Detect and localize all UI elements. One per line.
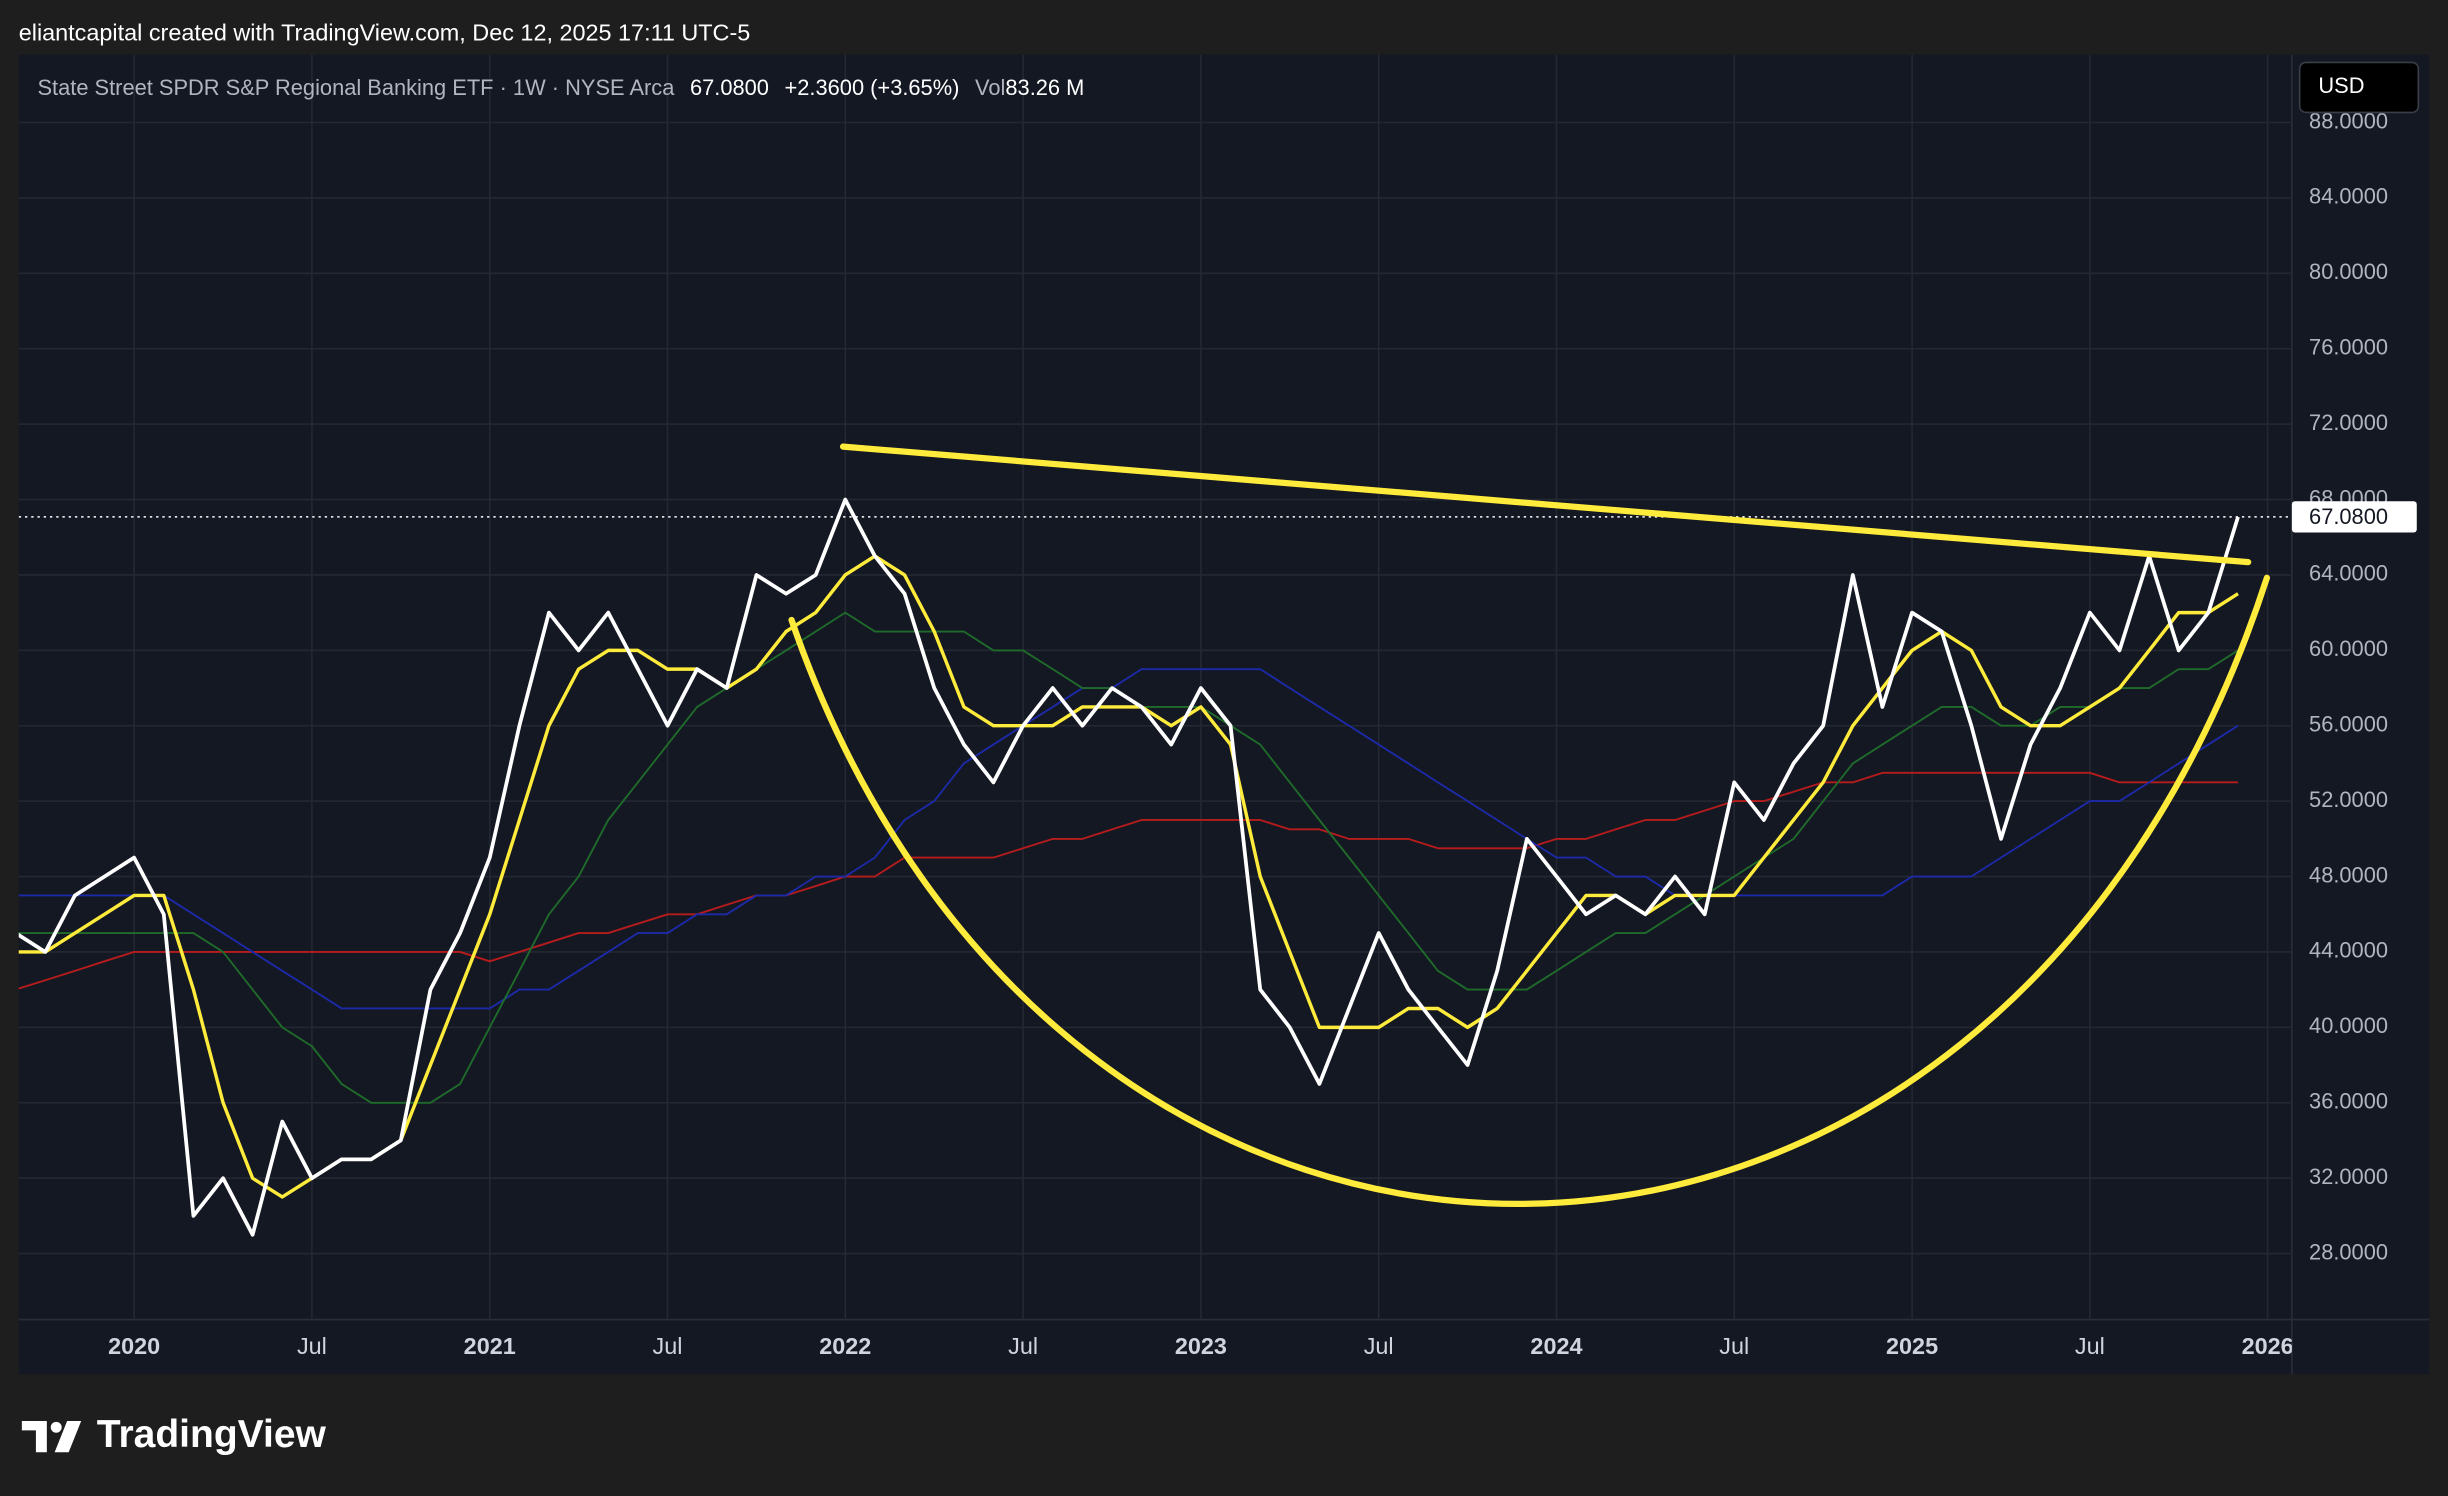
y-tick-label: 52.0000 (2309, 787, 2388, 812)
x-tick-label: Jul (1719, 1333, 1749, 1359)
y-tick-label: 44.0000 (2309, 938, 2388, 963)
y-tick-label: 84.0000 (2309, 184, 2388, 209)
y-tick-label: 28.0000 (2309, 1239, 2388, 1264)
legend-header: State Street SPDR S&P Regional Banking E… (37, 75, 1084, 100)
series-line (18, 497, 2240, 1237)
y-tick-label: 32.0000 (2309, 1164, 2388, 1189)
y-tick-label: 48.0000 (2309, 862, 2388, 887)
x-tick-label: 2024 (1530, 1333, 1582, 1359)
y-tick-label: 56.0000 (2309, 712, 2388, 737)
x-tick-label: 2026 (2242, 1333, 2294, 1359)
plot (18, 497, 2292, 1237)
last-price-tag-label: 67.0800 (2309, 504, 2388, 529)
y-tick-label: 60.0000 (2309, 636, 2388, 661)
y-tick-label: 40.0000 (2309, 1013, 2388, 1038)
x-tick-label: 2020 (108, 1333, 160, 1359)
y-tick-label: 72.0000 (2309, 410, 2388, 435)
volume: 83.26 M (1005, 75, 1084, 100)
brand-logo (21, 1421, 82, 1453)
price-change: +2.3600 (+3.65%) (785, 75, 960, 100)
last-price: 67.0800 (690, 75, 769, 100)
x-tick-label: 2025 (1886, 1333, 1938, 1359)
series-line (18, 771, 2239, 990)
drawings (788, 443, 2271, 1207)
x-tick-label: Jul (2075, 1333, 2105, 1359)
cup-curve (788, 574, 2271, 1207)
top-bar: eliantcapital created with TradingView.c… (19, 20, 751, 46)
y-tick-label: 80.0000 (2309, 259, 2388, 284)
x-tick-label: Jul (297, 1333, 327, 1359)
currency-label: USD (2318, 73, 2364, 98)
y-tick-label: 76.0000 (2309, 334, 2388, 359)
resistance-trendline (839, 443, 2252, 566)
x-tick-label: 2022 (819, 1333, 871, 1359)
x-tick-label: Jul (1008, 1333, 1038, 1359)
symbol-title: State Street SPDR S&P Regional Banking E… (37, 75, 675, 100)
axes: 28.0000 32.0000 36.0000 40.0000 44.0000 48.00… (108, 108, 2417, 1359)
logo-shape (54, 1421, 82, 1453)
y-tick-label: 36.0000 (2309, 1089, 2388, 1114)
logo-shape (21, 1421, 47, 1453)
logo-dot (50, 1421, 62, 1433)
brand: TradingView (97, 1413, 327, 1456)
x-tick-label: Jul (653, 1333, 683, 1359)
volume-label: Vol (975, 75, 1005, 100)
y-tick-label: 64.0000 (2309, 561, 2388, 586)
currency-button[interactable] (2298, 61, 2420, 114)
x-tick-label: 2023 (1175, 1333, 1227, 1359)
last-price-tag (2291, 501, 2417, 533)
series-line (18, 668, 2239, 1010)
x-tick-label: Jul (1364, 1333, 1394, 1359)
x-tick-label: 2021 (464, 1333, 516, 1359)
